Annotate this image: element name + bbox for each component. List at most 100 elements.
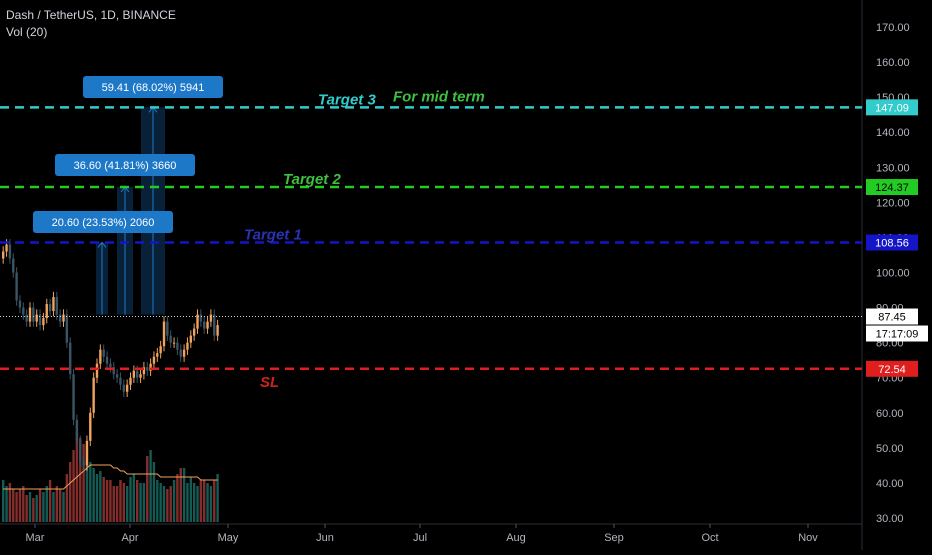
- volume-bar: [109, 480, 112, 522]
- level-price-label-target3: 147.09: [875, 102, 909, 114]
- candle-body: [8, 244, 12, 259]
- candle-body: [72, 374, 75, 420]
- candle-body: [119, 377, 122, 385]
- volume-bar: [99, 471, 102, 522]
- volume-bar: [119, 480, 122, 522]
- candle-body: [216, 325, 219, 336]
- level-price-label-target2: 124.37: [875, 182, 909, 194]
- volume-bar: [28, 492, 32, 522]
- candle-body: [169, 335, 172, 343]
- candle-body: [92, 377, 95, 413]
- candle-body: [82, 461, 85, 466]
- current-price-tag: [866, 308, 918, 325]
- candle-body: [189, 335, 192, 343]
- volume-bar: [166, 489, 169, 522]
- volume-bar: [136, 480, 139, 522]
- level-text-target3: Target 3: [318, 91, 376, 108]
- price-tick-label: 120.00: [876, 197, 910, 209]
- volume-bar: [115, 486, 119, 522]
- price-tick-label: 50.00: [876, 443, 904, 455]
- price-tick-label: 60.00: [876, 408, 904, 420]
- volume-bar: [129, 477, 132, 522]
- volume-bar: [5, 486, 8, 522]
- volume-bar: [112, 486, 115, 522]
- volume-bar: [152, 462, 156, 522]
- candle-body: [156, 353, 159, 357]
- volume-bar: [38, 489, 42, 522]
- volume-bar: [65, 474, 69, 522]
- volume-bar: [79, 438, 82, 522]
- price-tick-label: 100.00: [876, 268, 910, 280]
- volume-bar: [142, 483, 146, 522]
- candle-body: [115, 374, 119, 378]
- candle-body: [122, 384, 125, 392]
- candle-body: [139, 374, 142, 378]
- candle-body: [166, 321, 169, 336]
- candle-body: [159, 346, 162, 354]
- price-tick-label: 160.00: [876, 57, 910, 69]
- candle-body: [172, 342, 176, 344]
- level-text-target1: Target 1: [244, 226, 302, 243]
- price-tick-label: 40.00: [876, 478, 904, 490]
- volume-bar: [22, 486, 25, 522]
- candle-body: [75, 419, 79, 441]
- volume-bar: [32, 498, 35, 522]
- candle-body: [182, 349, 186, 357]
- measure-label: 59.41 (68.02%) 5941: [102, 82, 205, 94]
- volume-bar: [2, 480, 5, 522]
- time-tick-label: May: [218, 532, 239, 544]
- volume-bar: [82, 444, 85, 522]
- volume-bar: [172, 480, 176, 522]
- price-tick-label: 170.00: [876, 22, 910, 34]
- volume-bar: [156, 480, 159, 522]
- candle-body: [95, 363, 99, 378]
- volume-bar: [52, 492, 55, 522]
- candle-body: [105, 356, 109, 364]
- candle-body: [5, 244, 8, 252]
- candle-body: [136, 370, 139, 378]
- volume-bar: [206, 483, 209, 522]
- candle-body: [102, 349, 105, 357]
- level-price-label-sl: 72.54: [878, 364, 906, 376]
- candle-body: [125, 384, 129, 392]
- candle-body: [55, 297, 58, 315]
- level-price-tag-target3: [866, 99, 918, 116]
- level-text-sl: SL: [260, 374, 279, 391]
- candle-body: [65, 314, 69, 343]
- volume-bar: [196, 486, 199, 522]
- measure-label: 36.60 (41.81%) 3660: [74, 160, 177, 172]
- volume-bar: [176, 474, 179, 522]
- time-tick-label: Sep: [604, 532, 624, 544]
- volume-indicator-label: Vol (20): [6, 25, 48, 39]
- volume-bar: [48, 480, 52, 522]
- level-text-target2: Target 2: [283, 171, 341, 188]
- candle-body: [38, 314, 42, 326]
- volume-bar: [105, 480, 109, 522]
- candle-body: [42, 318, 45, 326]
- volume-bar: [192, 483, 196, 522]
- volume-bar: [159, 483, 162, 522]
- measure-label-box: [33, 211, 173, 233]
- volume-bar: [8, 483, 12, 522]
- candle-body: [32, 307, 35, 322]
- volume-bar: [92, 468, 95, 522]
- candle-body: [35, 314, 38, 322]
- candle-body: [203, 321, 206, 329]
- candle-body: [199, 314, 203, 322]
- volume-bar: [85, 447, 89, 522]
- candle-body: [152, 356, 156, 364]
- volume-bar: [35, 495, 38, 522]
- current-price-label: 87.45: [878, 312, 906, 324]
- volume-bar: [72, 450, 75, 522]
- candle-body: [85, 440, 89, 466]
- candle-body: [45, 304, 48, 319]
- volume-bar: [199, 480, 203, 522]
- volume-bar: [58, 489, 62, 522]
- candle-body: [162, 321, 166, 347]
- volume-bar: [132, 474, 136, 522]
- volume-bar: [125, 486, 129, 522]
- time-tick-label: Jul: [413, 532, 427, 544]
- candle-body: [186, 342, 189, 350]
